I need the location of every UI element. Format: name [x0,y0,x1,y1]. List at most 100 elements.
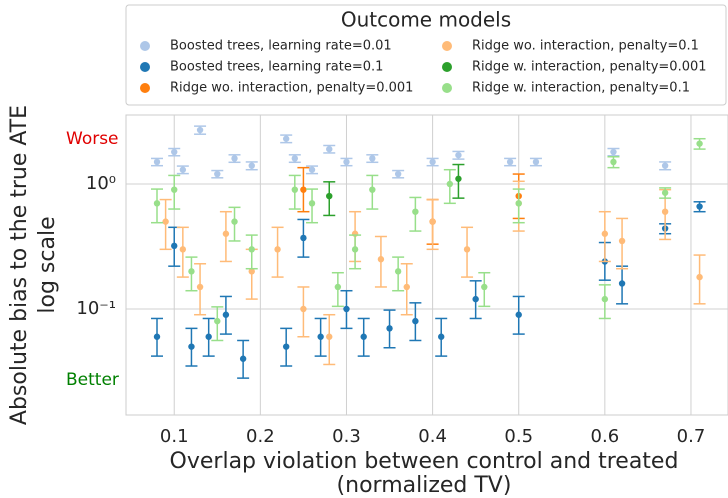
point [618,280,626,287]
y-tick-label: 10⁻¹ [76,298,116,319]
point [326,333,333,340]
point [472,295,479,303]
point [412,208,419,215]
point [188,343,195,350]
point [463,246,471,253]
legend-label: Ridge w. interaction, penalty=0.1 [472,81,690,96]
point [386,325,393,332]
point [601,295,609,303]
point [317,333,324,340]
annotation: Better [66,370,119,390]
point [610,148,617,156]
x-axis-label: Overlap violation between control and tr… [170,449,679,474]
point [205,333,212,340]
legend-label: Ridge wo. interaction, penalty=0.001 [170,81,413,96]
point [171,242,178,250]
y-tick-label: 10⁰ [86,173,116,194]
point [696,203,703,210]
point [532,158,540,166]
y-axis-label: Absolute bias to the true ATE [7,105,32,425]
point [377,256,385,263]
plot-area [125,114,728,416]
point [153,200,161,207]
point [248,162,255,169]
x-tick-label: 0.7 [677,426,706,447]
point [171,186,178,193]
legend-label: Boosted trees, learning rate=0.1 [170,60,383,75]
point [438,333,445,340]
point [696,140,703,147]
point [231,155,238,162]
point [214,317,221,325]
point [291,155,299,162]
point [179,246,187,253]
point [282,135,290,142]
point [196,283,204,291]
marks [151,125,706,379]
point [291,186,299,193]
point [274,246,281,253]
point [231,218,238,225]
point [308,166,316,173]
point [515,311,522,318]
point [661,162,669,169]
point [188,268,195,275]
point [300,305,307,313]
point [369,155,376,162]
point [369,186,376,193]
y-axis-label: log scale [35,216,60,313]
point [153,333,161,340]
point [446,180,454,188]
point [308,200,316,207]
x-tick-label: 0.1 [160,426,189,447]
point [222,230,230,237]
point [248,246,255,253]
point [179,166,187,173]
x-tick-label: 0.2 [246,426,275,447]
annotation: Worse [66,129,119,149]
point [515,200,522,207]
point [618,237,626,245]
point [171,148,178,156]
point [661,208,669,215]
legend-title: Outcome models [341,8,511,32]
legend-marker [140,62,150,72]
point [696,273,703,281]
point [222,311,230,318]
legend-marker [140,41,150,51]
point [394,268,402,275]
point [455,151,462,159]
point [360,333,367,340]
point [196,126,204,134]
point [326,145,333,153]
point [506,158,514,166]
point [239,355,247,362]
x-tick-label: 0.3 [332,426,361,447]
point [326,192,333,200]
point [403,283,410,291]
x-axis-label: (normalized TV) [337,473,512,498]
point [455,175,462,182]
point [282,343,290,350]
legend-box [125,4,727,106]
point [153,158,161,166]
point [481,283,488,291]
point [300,186,307,193]
legend-label: Ridge w. interaction, penalty=0.001 [472,60,707,75]
x-tick-label: 0.5 [504,426,533,447]
point [300,234,307,242]
legend-marker [442,83,452,93]
legend-marker [442,62,452,72]
point [248,268,255,275]
x-tick-label: 0.4 [418,426,447,447]
legend-label: Boosted trees, learning rate=0.01 [170,39,392,54]
point [412,317,419,325]
point [162,218,169,225]
legend-marker [442,41,452,51]
point [394,170,402,178]
point [610,158,617,166]
point [334,283,342,291]
point [661,189,669,196]
point [601,230,609,237]
